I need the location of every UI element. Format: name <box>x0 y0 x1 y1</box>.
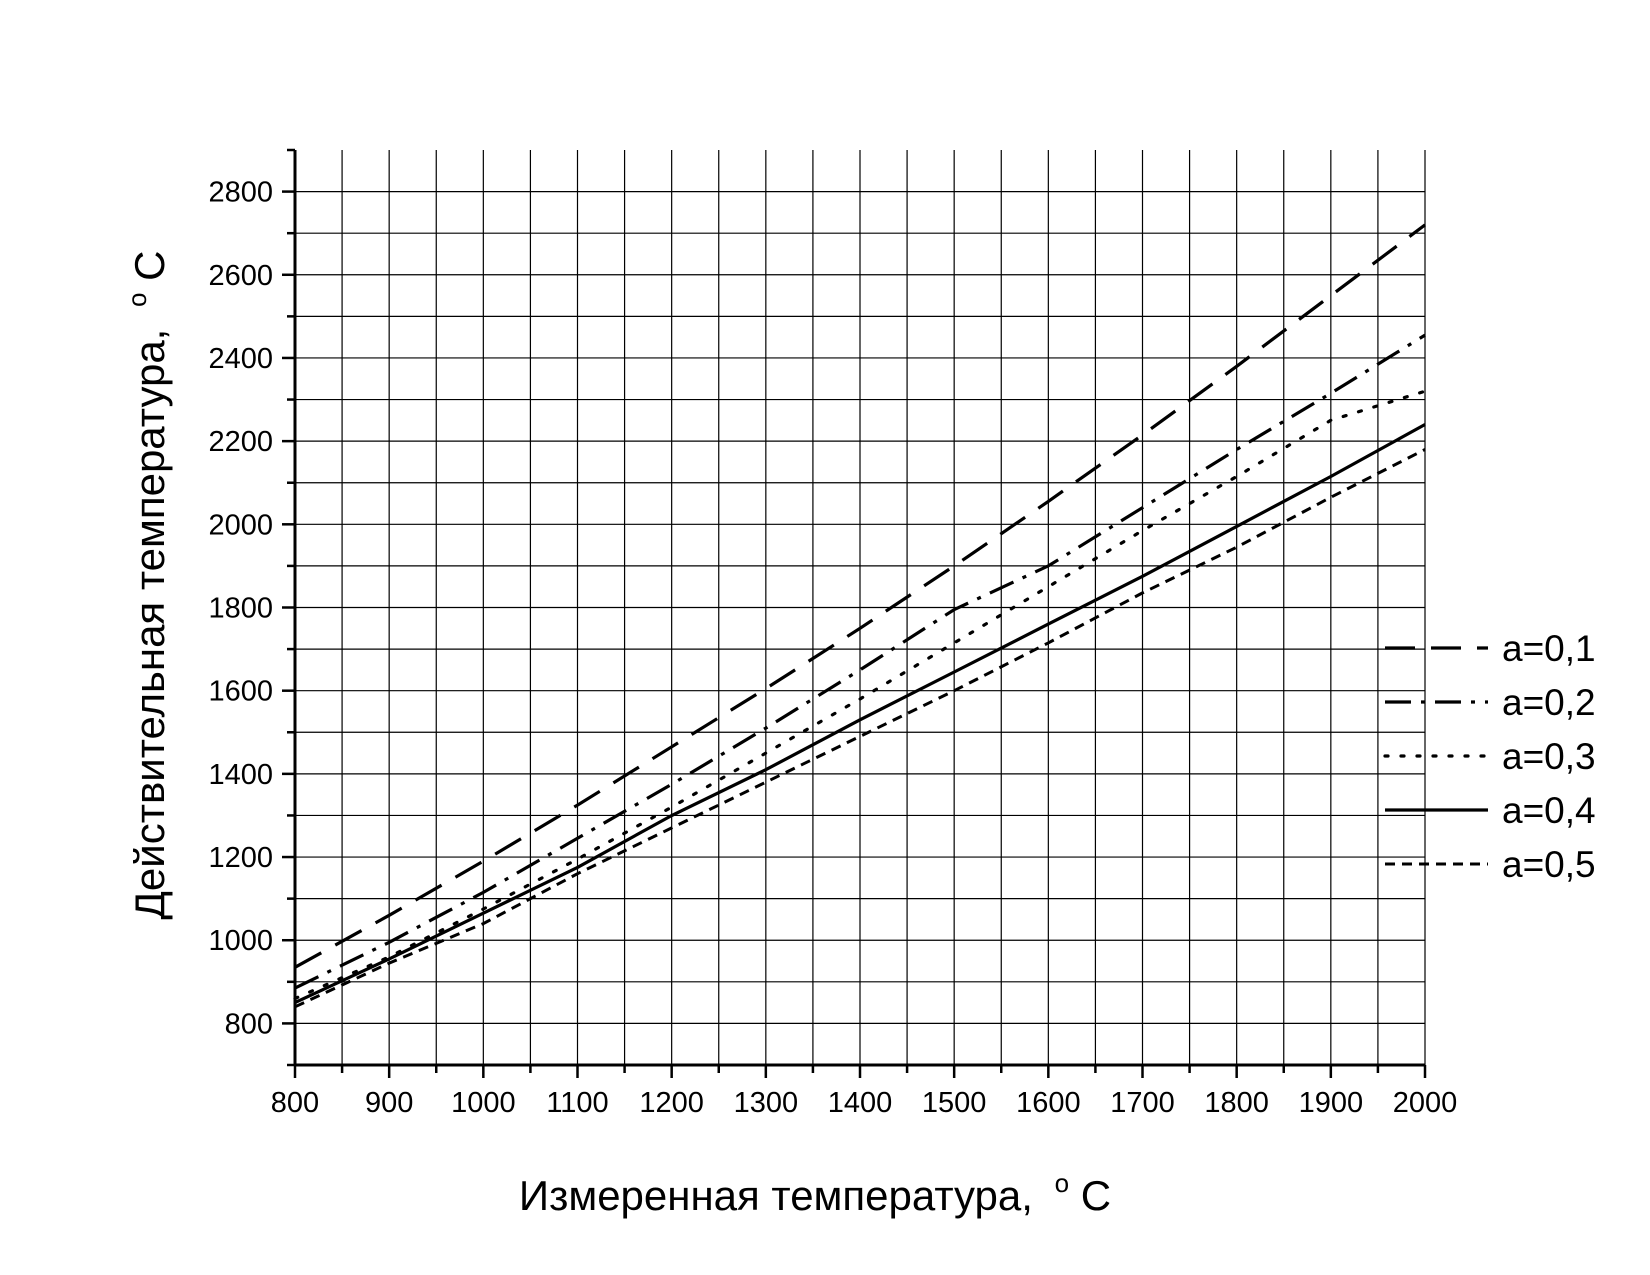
y-tick-label: 2400 <box>208 343 273 375</box>
x-tick-labels: 800 900 1000 1100 1200 1300 1400 1500 1600 1700 18… <box>271 1087 1457 1119</box>
y-tick-label: 2600 <box>208 260 273 292</box>
x-tick-label: 900 <box>365 1087 413 1119</box>
series-line-4 <box>294 423 1426 1005</box>
y-tick-label: 1600 <box>208 676 273 708</box>
x-tick-label: 1500 <box>922 1087 987 1119</box>
x-tick-label: 2000 <box>1393 1087 1458 1119</box>
x-tick-label: 1000 <box>451 1087 516 1119</box>
legend-label-4: a=0,4 <box>1502 790 1596 831</box>
series-line-2 <box>294 333 1426 990</box>
y-tick-label: 1200 <box>208 842 273 874</box>
y-tick-label: 800 <box>225 1008 273 1040</box>
x-tick-label: 1800 <box>1204 1087 1269 1119</box>
x-tick-label: 1100 <box>546 1087 608 1119</box>
plot-series <box>293 223 1427 1009</box>
x-tick-label: 1200 <box>639 1087 704 1119</box>
series-line-5 <box>294 448 1426 1009</box>
x-tick-label: 1700 <box>1110 1087 1175 1119</box>
y-tick-label: 2800 <box>208 177 273 209</box>
series-line-1 <box>294 223 1426 969</box>
y-tick-label: 2200 <box>208 426 273 458</box>
axes <box>282 148 1427 1078</box>
legend-label-3: a=0,3 <box>1502 736 1596 777</box>
y-tick-labels: 800 1000 1200 1400 1600 1800 2000 2200 2400 2600 2… <box>208 177 273 1041</box>
x-axis-title: Измеренная температура, o C <box>519 1154 1111 1219</box>
legend-label-5: a=0,5 <box>1502 844 1596 885</box>
y-tick-label: 2000 <box>208 509 273 541</box>
y-tick-label: 1400 <box>208 759 273 791</box>
legend-label-2: a=0,2 <box>1502 682 1596 723</box>
x-tick-label: 1300 <box>734 1087 799 1119</box>
y-axis-title: Действительная температура, o C <box>108 250 173 919</box>
y-tick-label: 1000 <box>208 925 273 957</box>
x-tick-label: 800 <box>271 1087 319 1119</box>
legend: a=0,1 a=0,2 a=0,3 a=0,4 a=0,5 <box>1383 628 1596 885</box>
x-tick-label: 1900 <box>1299 1087 1364 1119</box>
x-tick-label: 1600 <box>1016 1087 1081 1119</box>
grid <box>294 150 1426 1065</box>
series-line-3 <box>293 389 1427 1001</box>
legend-label-1: a=0,1 <box>1502 628 1596 669</box>
y-tick-label: 1800 <box>208 593 273 625</box>
x-tick-label: 1400 <box>828 1087 893 1119</box>
